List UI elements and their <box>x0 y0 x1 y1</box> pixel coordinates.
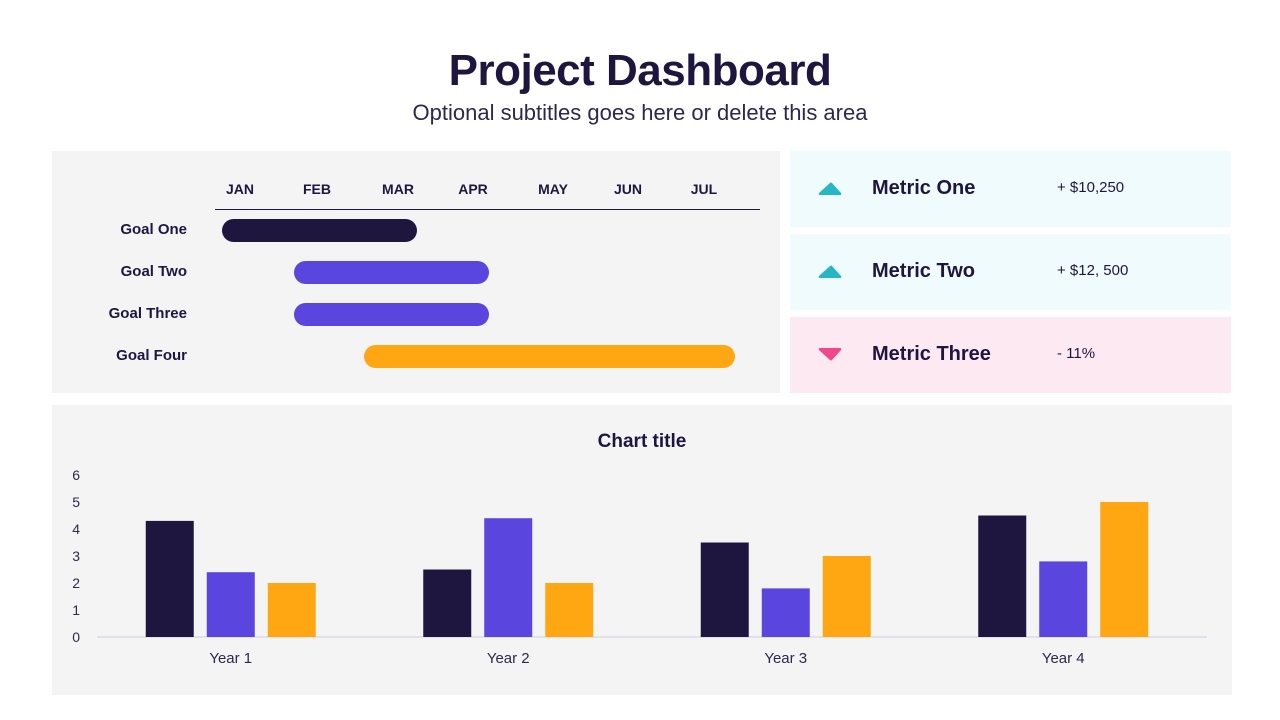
bar-3-series-2 <box>761 588 810 637</box>
goal-label-three: Goal Three <box>108 305 187 322</box>
goal-label-one: Goal One <box>120 221 187 238</box>
bar-3-series-3 <box>822 556 871 637</box>
y-tick-label: 5 <box>72 494 80 510</box>
metric-value: - 11% <box>1057 345 1096 362</box>
trend-down-icon <box>818 348 842 361</box>
bar-1-series-1 <box>145 520 194 637</box>
metric-card-one: Metric One + $10,250 <box>790 151 1231 227</box>
x-tick-label: Year 1 <box>209 650 252 667</box>
trend-up-icon <box>818 182 842 195</box>
y-tick-label: 6 <box>72 467 80 483</box>
metric-card-three: Metric Three - 11% <box>790 317 1231 393</box>
y-tick-label: 3 <box>72 548 80 564</box>
metric-card-two: Metric Two + $12, 500 <box>790 234 1231 310</box>
metric-name: Metric One <box>872 177 976 199</box>
bar-1-series-3 <box>267 583 316 637</box>
month-label-jul: JUL <box>690 181 718 197</box>
gantt-bar-goal-two <box>294 261 489 284</box>
gantt-bar-goal-three <box>294 303 489 326</box>
bar-4-series-2 <box>1039 561 1088 637</box>
goal-label-four: Goal Four <box>116 347 187 364</box>
metric-name: Metric Three <box>872 343 991 365</box>
y-tick-label: 0 <box>72 629 80 645</box>
bar-4-series-3 <box>1100 502 1149 637</box>
gantt-axis-line <box>215 209 760 210</box>
y-tick-label: 4 <box>72 521 80 537</box>
gantt-panel: JAN FEB MAR APR MAY JUN JUL Goal One Goa… <box>52 151 780 393</box>
bar-2-series-3 <box>545 583 594 637</box>
y-tick-label: 1 <box>72 602 80 618</box>
metric-value: + $12, 500 <box>1057 262 1129 279</box>
month-label-may: MAY <box>538 181 568 197</box>
goal-label-two: Goal Two <box>120 263 187 280</box>
bar-3-series-1 <box>700 542 749 637</box>
x-tick-label: Year 3 <box>764 650 807 667</box>
month-label-jun: JUN <box>613 181 642 197</box>
metric-name: Metric Two <box>872 260 975 282</box>
bar-1-series-2 <box>206 572 255 637</box>
bar-2-series-2 <box>484 518 533 637</box>
trend-up-icon <box>818 265 842 278</box>
bar-chart-panel: Chart title 0 1 2 3 4 5 6 Year 1 Year 2 Year 3 Yea… <box>52 405 1232 695</box>
page-title: Project Dashboard <box>448 46 832 95</box>
month-label-jan: JAN <box>225 181 254 197</box>
x-tick-label: Year 4 <box>1042 650 1085 667</box>
gantt-bar-goal-four <box>364 345 735 368</box>
month-label-feb: FEB <box>303 181 331 197</box>
month-label-apr: APR <box>458 181 488 197</box>
bar-4-series-1 <box>978 515 1027 637</box>
chart-title: Chart title <box>597 431 687 452</box>
bar-2-series-1 <box>423 569 472 637</box>
metric-value: + $10,250 <box>1057 179 1125 196</box>
month-label-mar: MAR <box>382 181 414 197</box>
y-tick-label: 2 <box>72 575 80 591</box>
bar-chart: 0 1 2 3 4 5 6 Year 1 Year 2 Year 3 Year 4 <box>72 467 1207 667</box>
x-tick-label: Year 2 <box>487 650 530 667</box>
gantt-bar-goal-one <box>222 219 417 242</box>
page-subtitle: Optional subtitles goes here or delete t… <box>412 100 868 125</box>
